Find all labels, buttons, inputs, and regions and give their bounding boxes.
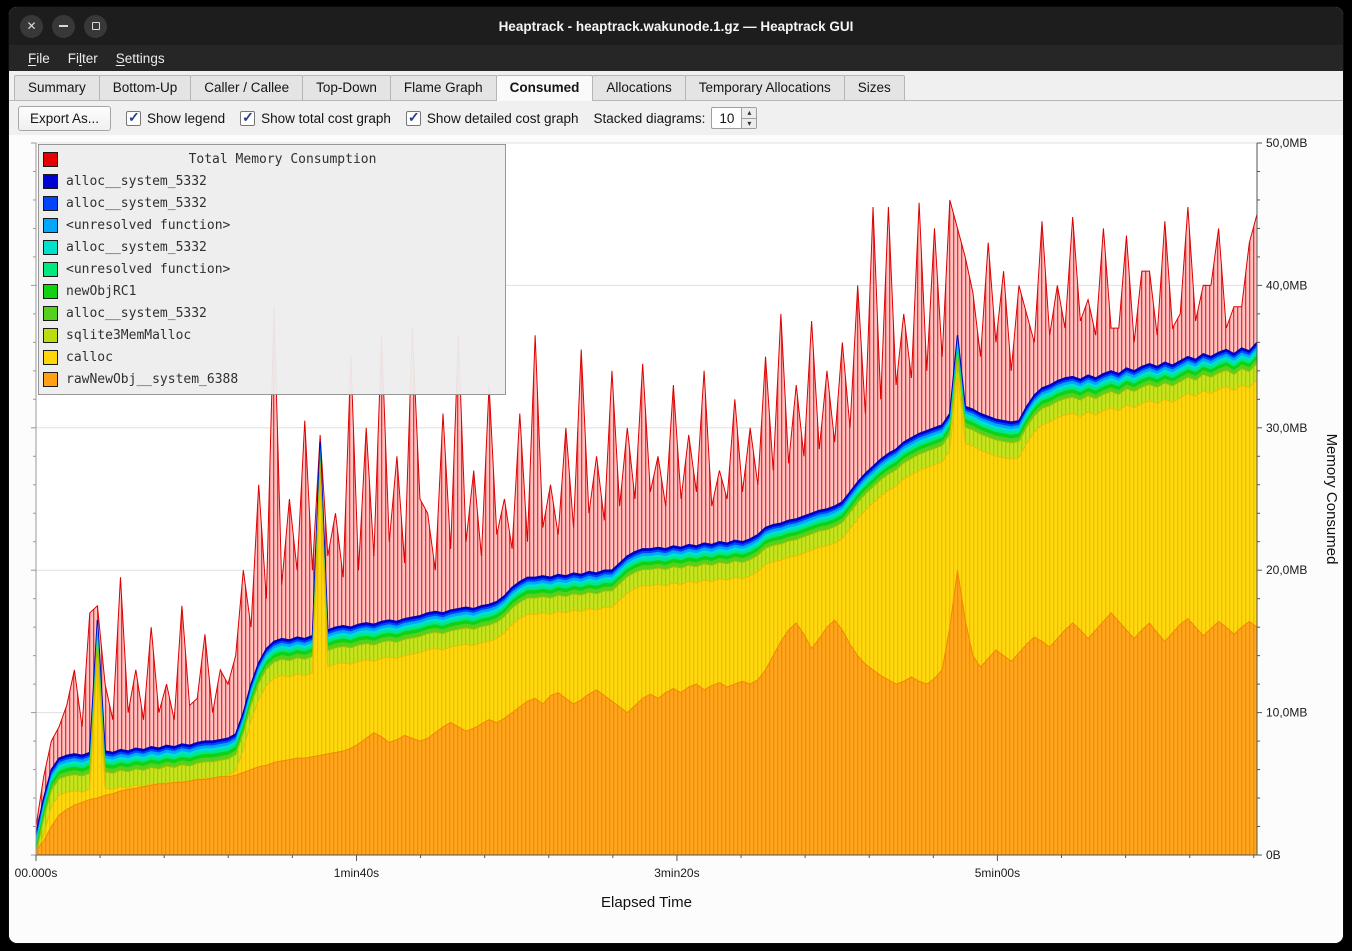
checkbox-show-total-cost-graph[interactable]: Show total cost graph <box>240 109 391 126</box>
minimize-icon <box>59 25 68 27</box>
toolbar-checkboxes: Show legend Show total cost graph Show det… <box>126 109 579 126</box>
legend-item-newobjrc1: newObjRC1 <box>43 280 499 302</box>
checkbox-box <box>126 109 142 126</box>
chart-legend: Total Memory Consumption alloc__system_5… <box>38 144 506 395</box>
checkbox-show-detailed-cost-graph[interactable]: Show detailed cost graph <box>405 109 579 126</box>
legend-label: alloc__system_5332 <box>66 195 207 211</box>
legend-swatch <box>43 371 58 387</box>
maximize-icon <box>91 22 100 30</box>
legend-swatch <box>43 327 58 343</box>
tab-bottom-up[interactable]: Bottom-Up <box>98 75 192 100</box>
legend-label: newObjRC1 <box>66 283 137 299</box>
checkbox-label: Show detailed cost graph <box>426 110 579 126</box>
tab-bar: Summary Bottom-Up Caller / Callee Top-Down F… <box>9 71 1343 101</box>
spinbox-buttons: ▴ ▾ <box>741 108 757 128</box>
svg-text:50,0MB: 50,0MB <box>1266 136 1307 150</box>
tab-allocations[interactable]: Allocations <box>592 75 686 100</box>
checkbox-label: Show total cost graph <box>261 110 391 126</box>
svg-text:40,0MB: 40,0MB <box>1266 278 1307 292</box>
legend-title-row: Total Memory Consumption <box>43 148 499 170</box>
legend-title: Total Memory Consumption <box>188 151 377 167</box>
tab-top-down[interactable]: Top-Down <box>302 75 391 100</box>
tab-flame-graph[interactable]: Flame Graph <box>389 75 497 100</box>
export-as-button[interactable]: Export As... <box>18 105 112 131</box>
legend-swatch <box>43 305 58 321</box>
close-icon: ✕ <box>26 19 37 33</box>
legend-swatch <box>43 217 58 233</box>
legend-label: rawNewObj__system_6388 <box>66 371 239 387</box>
checkbox-box <box>240 109 256 126</box>
tab-sizes[interactable]: Sizes <box>843 75 905 100</box>
tab-consumed[interactable]: Consumed <box>495 75 594 101</box>
stacked-diagrams-value: 10 <box>719 111 735 126</box>
memory-chart[interactable]: 0B 10,0MB 20,0MB 30,0MB 40,0MB 50,0MB 00.000s 1… <box>9 135 1343 943</box>
svg-text:20,0MB: 20,0MB <box>1266 563 1307 577</box>
titlebar[interactable]: ✕ Heaptrack - heaptrack.wakunode.1.gz — … <box>9 7 1343 45</box>
legend-swatch <box>43 195 58 211</box>
legend-label: alloc__system_5332 <box>66 239 207 255</box>
stacked-diagrams-spinbox[interactable]: 10 ▴ ▾ <box>711 107 758 129</box>
chart-area[interactable]: 0B 10,0MB 20,0MB 30,0MB 40,0MB 50,0MB 00.000s 1… <box>9 135 1343 943</box>
legend-item-unresolved-function: <unresolved function> <box>43 214 499 236</box>
legend-item-sqlite3memmalloc: sqlite3MemMalloc <box>43 324 499 346</box>
legend-title-swatch <box>43 151 58 167</box>
svg-text:30,0MB: 30,0MB <box>1266 421 1307 435</box>
stacked-diagrams-label: Stacked diagrams: <box>593 110 706 126</box>
legend-label: <unresolved function> <box>66 217 231 233</box>
legend-rows: alloc__system_5332 alloc__system_5332 <unr… <box>43 170 499 390</box>
toolbar: Export As... Show legend Show total cost … <box>9 101 1343 135</box>
window-controls: ✕ <box>9 14 107 38</box>
menu-item-settings[interactable]: Settings <box>115 50 165 66</box>
tab-temporary-allocations[interactable]: Temporary Allocations <box>684 75 845 100</box>
legend-swatch <box>43 239 58 255</box>
svg-text:0B: 0B <box>1266 848 1281 862</box>
checkbox-label: Show legend <box>147 110 226 126</box>
window-title: Heaptrack - heaptrack.wakunode.1.gz — He… <box>498 18 854 34</box>
spin-down-button[interactable]: ▾ <box>742 118 757 128</box>
tab-caller-callee[interactable]: Caller / Callee <box>190 75 304 100</box>
legend-label: alloc__system_5332 <box>66 173 207 189</box>
spin-up-button[interactable]: ▴ <box>742 108 757 119</box>
close-button[interactable]: ✕ <box>20 14 43 38</box>
svg-text:Elapsed Time: Elapsed Time <box>601 894 692 911</box>
svg-text:3min20s: 3min20s <box>654 866 699 880</box>
checkbox-box <box>405 109 421 126</box>
legend-item-calloc: calloc <box>43 346 499 368</box>
legend-swatch <box>43 349 58 365</box>
legend-label: alloc__system_5332 <box>66 305 207 321</box>
legend-label: sqlite3MemMalloc <box>66 327 192 343</box>
heaptrack-window: ✕ Heaptrack - heaptrack.wakunode.1.gz — … <box>8 6 1344 944</box>
legend-swatch <box>43 173 58 189</box>
legend-swatch <box>43 261 58 277</box>
legend-item-rawnewobj-system-6388: rawNewObj__system_6388 <box>43 368 499 390</box>
svg-text:00.000s: 00.000s <box>15 866 58 880</box>
legend-swatch <box>43 283 58 299</box>
svg-text:1min40s: 1min40s <box>334 866 379 880</box>
svg-text:Memory Consumed: Memory Consumed <box>1323 434 1340 565</box>
legend-item-alloc-system-5332: alloc__system_5332 <box>43 236 499 258</box>
legend-label: <unresolved function> <box>66 261 231 277</box>
legend-item-alloc-system-5332: alloc__system_5332 <box>43 170 499 192</box>
menu-item-file[interactable]: File <box>28 50 50 66</box>
legend-item-alloc-system-5332: alloc__system_5332 <box>43 192 499 214</box>
legend-label: calloc <box>66 349 113 365</box>
svg-text:10,0MB: 10,0MB <box>1266 706 1307 720</box>
menu-item-filter[interactable]: Filter <box>67 50 98 66</box>
menubar: File Filter Settings <box>9 45 1343 71</box>
legend-item-unresolved-function: <unresolved function> <box>43 258 499 280</box>
maximize-button[interactable] <box>84 14 107 38</box>
tab-summary[interactable]: Summary <box>14 75 100 100</box>
svg-text:5min00s: 5min00s <box>975 866 1020 880</box>
minimize-button[interactable] <box>52 14 75 38</box>
legend-item-alloc-system-5332: alloc__system_5332 <box>43 302 499 324</box>
checkbox-show-legend[interactable]: Show legend <box>126 109 226 126</box>
